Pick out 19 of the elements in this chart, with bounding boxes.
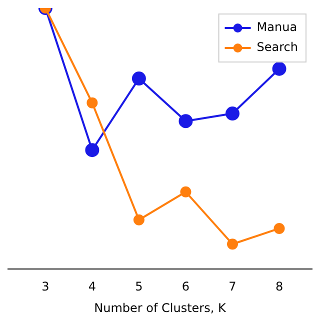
x-tick-label: 7 <box>228 280 236 294</box>
x-tick-label: 8 <box>275 280 284 294</box>
point <box>85 143 100 158</box>
x-tick-label: 3 <box>42 280 50 294</box>
point <box>225 106 240 121</box>
point <box>274 222 285 234</box>
legend-label: Search <box>256 40 298 54</box>
x-tick-label: 6 <box>182 280 190 294</box>
point <box>132 72 146 86</box>
x-tick-label: 4 <box>88 280 96 294</box>
x-axis-title: Number of Clusters, K <box>94 300 227 315</box>
point <box>86 97 98 108</box>
point <box>180 186 192 198</box>
point <box>272 62 286 76</box>
legend-label: Manua <box>256 20 298 34</box>
x-tick-label: 5 <box>135 280 143 294</box>
point <box>226 238 238 250</box>
point <box>178 114 193 128</box>
point <box>133 214 144 226</box>
